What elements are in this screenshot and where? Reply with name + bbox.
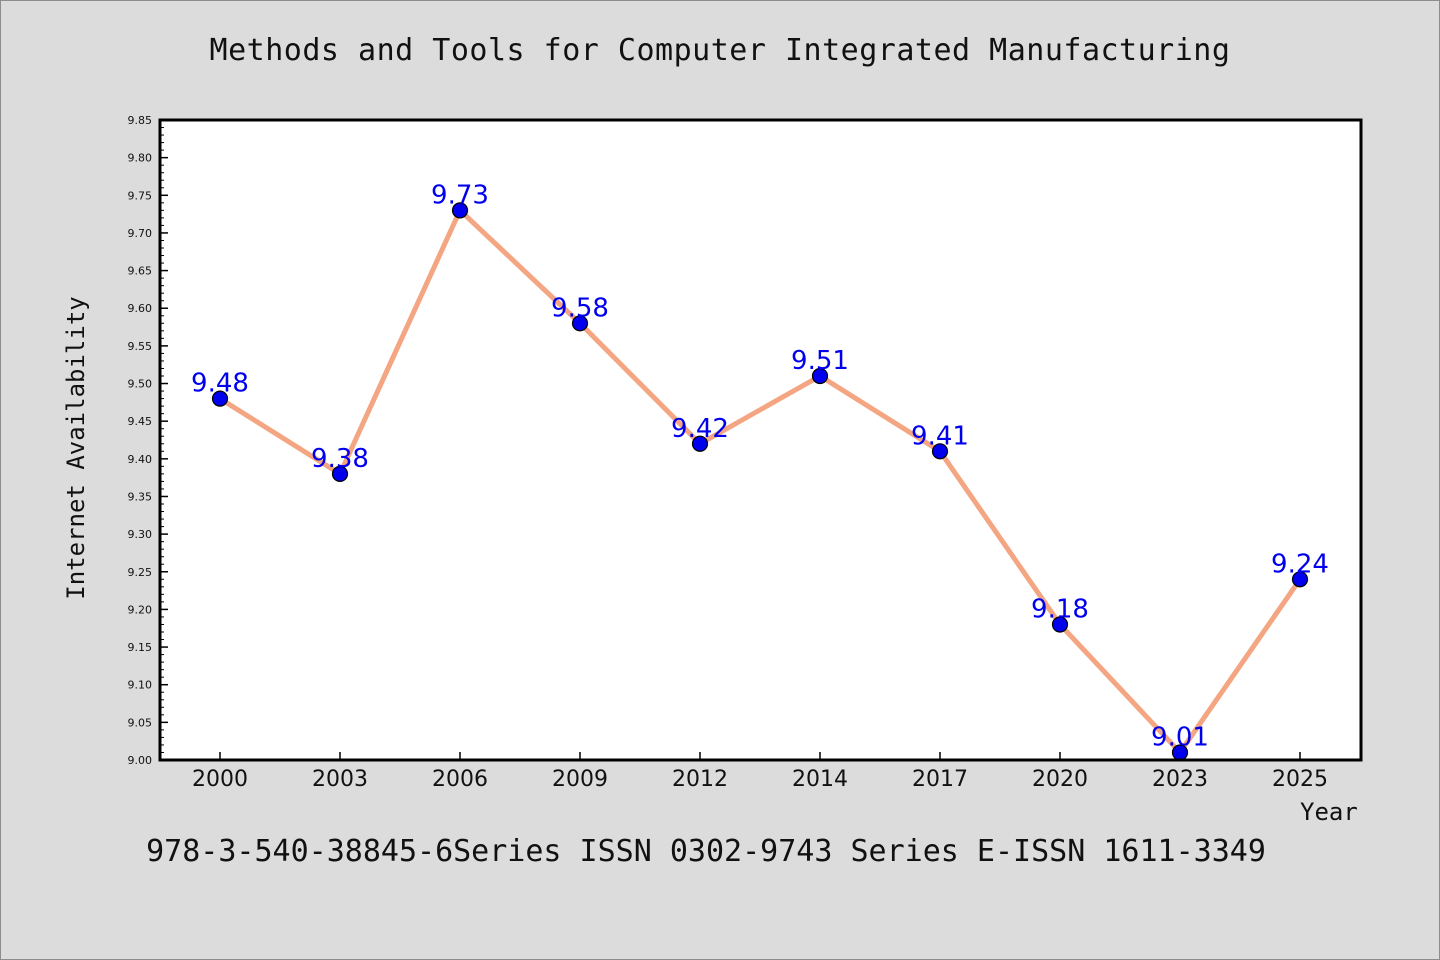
chart-title: Methods and Tools for Computer Integrate… bbox=[209, 33, 1231, 68]
plot-border bbox=[158, 118, 1363, 762]
data-label: 9.38 bbox=[311, 444, 369, 474]
y-tick-label: 9.55 bbox=[128, 340, 153, 353]
data-point bbox=[331, 465, 349, 482]
y-tick-label: 9.10 bbox=[128, 679, 153, 692]
y-tick-label: 9.30 bbox=[128, 528, 153, 541]
series-line bbox=[217, 207, 1303, 755]
y-tick-label: 9.60 bbox=[128, 302, 153, 315]
y-tick-label: 9.85 bbox=[128, 114, 153, 127]
x-tick-label: 2009 bbox=[552, 767, 608, 792]
data-label: 9.48 bbox=[191, 369, 249, 399]
data-point bbox=[1291, 571, 1309, 588]
data-label: 9.58 bbox=[551, 293, 609, 323]
x-tick-label: 2012 bbox=[672, 767, 728, 792]
data-point bbox=[211, 390, 229, 407]
y-tick-label: 9.45 bbox=[128, 415, 153, 428]
data-point bbox=[571, 315, 589, 332]
y-tick-label: 9.05 bbox=[128, 716, 153, 729]
x-axis-label: Year bbox=[1300, 798, 1358, 826]
x-tick-label: 2003 bbox=[312, 767, 368, 792]
y-tick-label: 9.50 bbox=[128, 378, 153, 391]
y-tick-label: 9.20 bbox=[128, 603, 153, 616]
data-point bbox=[811, 367, 829, 385]
y-tick-label: 9.15 bbox=[128, 641, 153, 654]
x-tick-label: 2023 bbox=[1152, 767, 1208, 792]
y-tick-label: 9.35 bbox=[128, 490, 153, 503]
x-tick-label: 2006 bbox=[432, 767, 488, 792]
data-point bbox=[691, 435, 709, 452]
y-tick-label: 9.40 bbox=[128, 453, 153, 466]
y-tick-label: 9.65 bbox=[128, 265, 153, 278]
data-point bbox=[1051, 616, 1069, 633]
footer-note: 978-3-540-38845-6Series ISSN 0302-9743 S… bbox=[146, 834, 1266, 869]
y-tick-label: 9.80 bbox=[128, 152, 153, 165]
data-label: 9.51 bbox=[791, 346, 849, 376]
data-label: 9.01 bbox=[1151, 722, 1209, 752]
x-tick-label: 2020 bbox=[1032, 767, 1088, 792]
y-tick-label: 9.00 bbox=[128, 754, 153, 767]
data-label: 9.41 bbox=[911, 421, 969, 451]
data-label: 9.24 bbox=[1271, 549, 1329, 579]
x-tick-label: 2017 bbox=[912, 767, 968, 792]
x-tick-label: 2000 bbox=[192, 767, 248, 792]
y-tick-label: 9.25 bbox=[128, 566, 153, 579]
y-tick-label: 9.70 bbox=[128, 227, 153, 240]
data-label: 9.18 bbox=[1031, 594, 1089, 624]
y-tick-label: 9.75 bbox=[128, 189, 153, 202]
data-point bbox=[451, 202, 469, 219]
x-tick-label: 2025 bbox=[1272, 767, 1328, 792]
data-label: 9.73 bbox=[431, 180, 489, 210]
data-point bbox=[931, 443, 949, 460]
x-tick-label: 2014 bbox=[792, 767, 848, 792]
plot-area bbox=[160, 120, 1361, 760]
data-label: 9.42 bbox=[671, 414, 729, 444]
